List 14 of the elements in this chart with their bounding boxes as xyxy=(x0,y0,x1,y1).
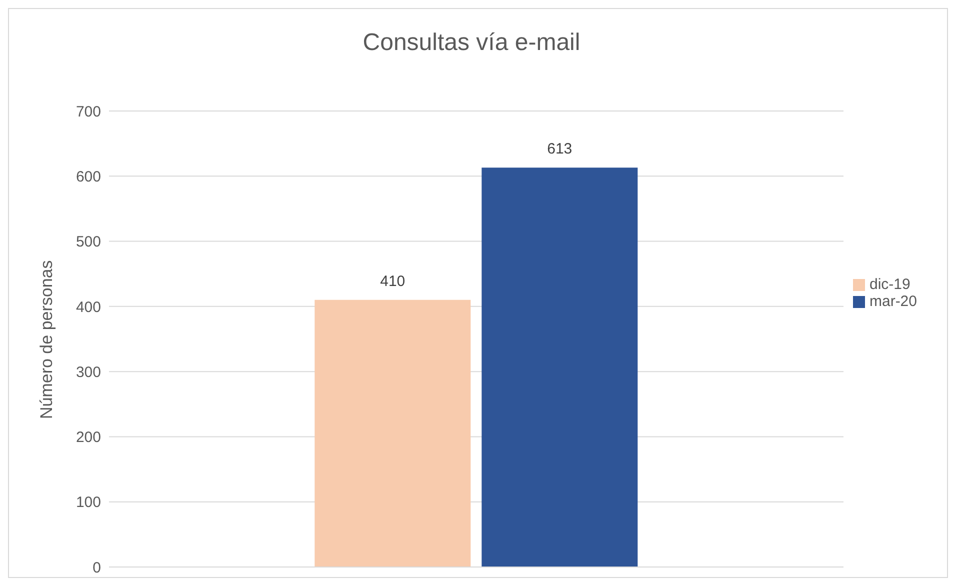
y-tick-label: 200 xyxy=(76,429,101,446)
data-label: 613 xyxy=(547,140,572,158)
y-tick-label: 500 xyxy=(76,234,101,251)
y-tick-label: 300 xyxy=(76,364,101,381)
y-tick-label: 0 xyxy=(92,559,101,576)
legend-label: dic-19 xyxy=(869,276,910,293)
data-label: 410 xyxy=(380,272,406,290)
chart-title: Consultas vía e-mail xyxy=(362,29,582,57)
y-tick-label: 600 xyxy=(76,168,101,186)
y-axis-title: Número de personas xyxy=(37,260,56,419)
y-tick-label: 100 xyxy=(76,494,101,512)
legend-label: mar-20 xyxy=(869,293,917,310)
y-tick-label: 700 xyxy=(76,103,101,120)
y-tick-label: 400 xyxy=(76,298,101,316)
